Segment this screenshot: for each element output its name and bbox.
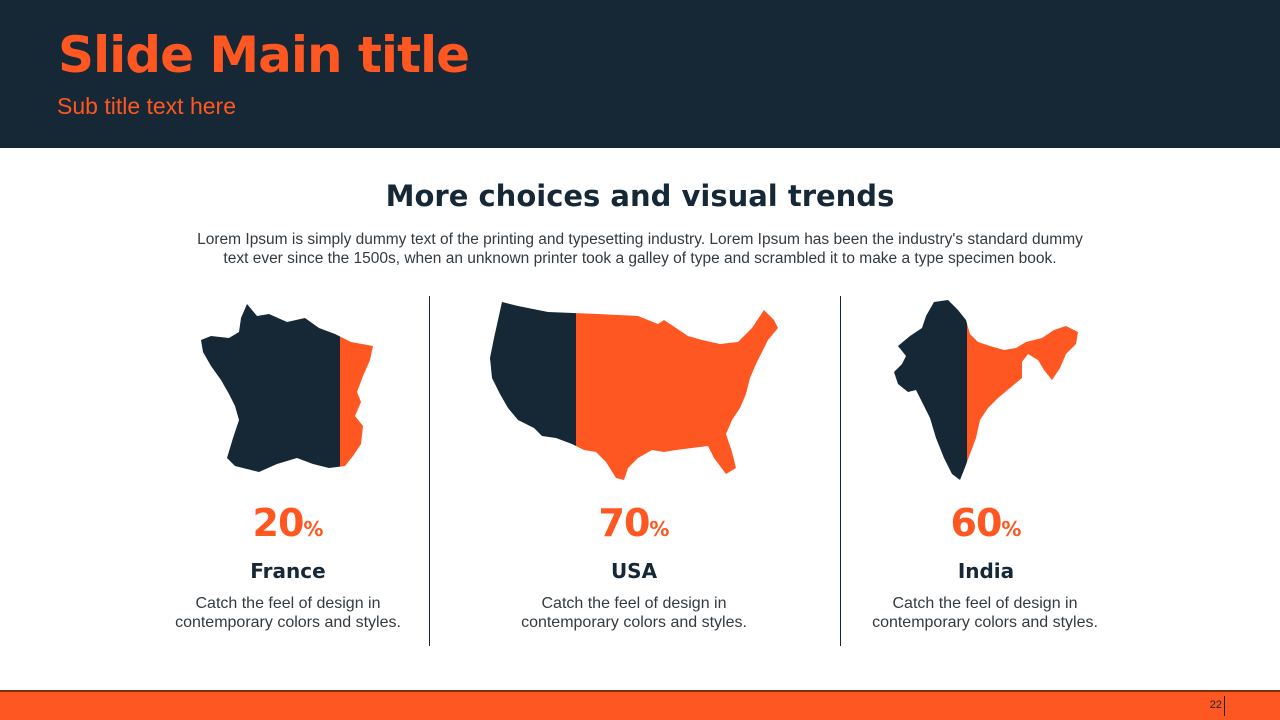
france-label: France (250, 559, 326, 583)
usa-description: Catch the feel of design in contemporary… (521, 595, 747, 631)
france-map-orange-part (340, 304, 373, 472)
usa-percentage: 70% (504, 498, 764, 548)
section-heading: More choices and visual trends (385, 179, 895, 213)
footer-bar (0, 692, 1280, 720)
usa-label: USA (610, 559, 658, 583)
india-map-navy-part (894, 300, 967, 480)
france-percentage-unit: % (303, 517, 324, 541)
france-percentage: 20% (158, 498, 418, 548)
france-percentage-value: 20 (252, 501, 305, 545)
india-percentage-unit: % (1001, 517, 1022, 541)
india-description: Catch the feel of design in contemporary… (872, 595, 1098, 631)
india-map-orange-part (967, 300, 1078, 480)
usa-map-navy-part (490, 302, 576, 480)
intro-paragraph: Lorem Ipsum is simply dummy text of the … (197, 231, 1083, 267)
india-percentage: 60% (856, 498, 1116, 548)
france-description: Catch the feel of design in contemporary… (175, 595, 401, 631)
slide-title: Slide Main title (58, 26, 470, 84)
slide-subtitle: Sub title text here (57, 93, 236, 119)
page-number: 22 (1209, 699, 1222, 711)
usa-percentage-unit: % (649, 517, 670, 541)
page-number-marker (1224, 696, 1225, 716)
footer-divider (0, 690, 1280, 692)
header-bar: Slide Main title Sub title text here (0, 0, 1280, 148)
india-map-icon (894, 300, 1078, 480)
usa-map-icon (490, 302, 778, 480)
usa-map-orange-part (576, 302, 778, 480)
india-label: India (957, 559, 1015, 583)
column-divider-2 (840, 296, 841, 646)
column-divider-1 (429, 296, 430, 646)
france-map-icon (201, 304, 373, 472)
india-percentage-value: 60 (950, 501, 1003, 545)
usa-percentage-value: 70 (598, 501, 651, 545)
france-map-navy-part (201, 304, 340, 472)
